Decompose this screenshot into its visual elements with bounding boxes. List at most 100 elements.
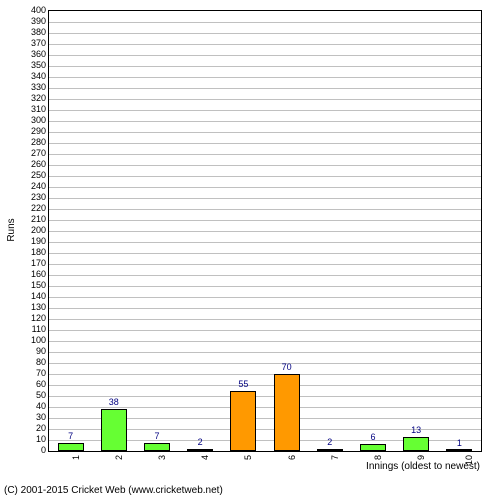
chart-container: 73872557026131 Runs Innings (oldest to n… xyxy=(0,0,500,500)
bar xyxy=(317,449,343,451)
gridline xyxy=(49,319,481,320)
gridline xyxy=(49,209,481,210)
bar xyxy=(360,444,386,451)
y-tick-label: 300 xyxy=(16,115,46,125)
gridline xyxy=(49,363,481,364)
bar-value-label: 1 xyxy=(457,438,462,448)
bar-value-label: 55 xyxy=(238,379,248,389)
gridline xyxy=(49,330,481,331)
gridline xyxy=(49,198,481,199)
y-tick-label: 180 xyxy=(16,247,46,257)
gridline xyxy=(49,143,481,144)
y-tick-label: 70 xyxy=(16,368,46,378)
y-tick-label: 320 xyxy=(16,93,46,103)
y-tick-label: 270 xyxy=(16,148,46,158)
bar xyxy=(101,409,127,451)
y-tick-label: 80 xyxy=(16,357,46,367)
x-axis-label: Innings (oldest to newest) xyxy=(366,461,480,472)
bar xyxy=(58,443,84,451)
bar-value-label: 2 xyxy=(198,437,203,447)
gridline xyxy=(49,352,481,353)
x-tick-label: 7 xyxy=(330,455,340,460)
x-tick-label: 8 xyxy=(373,455,383,460)
y-tick-label: 390 xyxy=(16,16,46,26)
y-tick-label: 60 xyxy=(16,379,46,389)
gridline xyxy=(49,286,481,287)
gridline xyxy=(49,33,481,34)
bar-value-label: 13 xyxy=(411,425,421,435)
y-tick-label: 290 xyxy=(16,126,46,136)
y-tick-label: 220 xyxy=(16,203,46,213)
x-tick-label: 1 xyxy=(71,455,81,460)
y-tick-label: 10 xyxy=(16,434,46,444)
bar-value-label: 6 xyxy=(370,432,375,442)
y-tick-label: 170 xyxy=(16,258,46,268)
gridline xyxy=(49,308,481,309)
y-tick-label: 20 xyxy=(16,423,46,433)
gridline xyxy=(49,297,481,298)
x-tick-label: 9 xyxy=(416,455,426,460)
x-tick-label: 4 xyxy=(200,455,210,460)
y-tick-label: 370 xyxy=(16,38,46,48)
gridline xyxy=(49,242,481,243)
gridline xyxy=(49,121,481,122)
gridline xyxy=(49,187,481,188)
gridline xyxy=(49,44,481,45)
y-tick-label: 50 xyxy=(16,390,46,400)
x-tick-label: 6 xyxy=(287,455,297,460)
copyright-text: (C) 2001-2015 Cricket Web (www.cricketwe… xyxy=(4,485,223,496)
gridline xyxy=(49,132,481,133)
y-tick-label: 40 xyxy=(16,401,46,411)
gridline xyxy=(49,176,481,177)
x-tick-label: 2 xyxy=(114,455,124,460)
gridline xyxy=(49,253,481,254)
y-tick-label: 360 xyxy=(16,49,46,59)
y-tick-label: 140 xyxy=(16,291,46,301)
gridline xyxy=(49,165,481,166)
y-tick-label: 340 xyxy=(16,71,46,81)
gridline xyxy=(49,341,481,342)
x-tick-label: 5 xyxy=(243,455,253,460)
y-tick-label: 350 xyxy=(16,60,46,70)
gridline xyxy=(49,385,481,386)
bar-value-label: 70 xyxy=(282,362,292,372)
gridline xyxy=(49,110,481,111)
x-tick-label: 10 xyxy=(464,455,474,465)
gridline xyxy=(49,231,481,232)
gridline xyxy=(49,220,481,221)
gridline xyxy=(49,99,481,100)
bar xyxy=(230,391,256,452)
y-tick-label: 150 xyxy=(16,280,46,290)
y-tick-label: 190 xyxy=(16,236,46,246)
bar xyxy=(403,437,429,451)
bar-value-label: 38 xyxy=(109,397,119,407)
y-tick-label: 230 xyxy=(16,192,46,202)
y-tick-label: 120 xyxy=(16,313,46,323)
y-tick-label: 280 xyxy=(16,137,46,147)
y-tick-label: 380 xyxy=(16,27,46,37)
gridline xyxy=(49,77,481,78)
bar-value-label: 2 xyxy=(327,437,332,447)
gridline xyxy=(49,55,481,56)
y-tick-label: 90 xyxy=(16,346,46,356)
y-tick-label: 250 xyxy=(16,170,46,180)
plot-area: 7 38 7 2 55 70 2 6 13 1 xyxy=(48,10,482,452)
y-tick-label: 330 xyxy=(16,82,46,92)
bar xyxy=(187,449,213,451)
y-tick-label: 240 xyxy=(16,181,46,191)
bar-value-label: 7 xyxy=(154,431,159,441)
y-tick-label: 0 xyxy=(16,445,46,455)
gridline xyxy=(49,154,481,155)
y-tick-label: 110 xyxy=(16,324,46,334)
gridline xyxy=(49,22,481,23)
gridline xyxy=(49,374,481,375)
gridline xyxy=(49,264,481,265)
bar xyxy=(144,443,170,451)
x-tick-label: 3 xyxy=(157,455,167,460)
y-tick-label: 210 xyxy=(16,214,46,224)
y-tick-label: 310 xyxy=(16,104,46,114)
gridline xyxy=(49,88,481,89)
bar-value-label: 7 xyxy=(68,431,73,441)
y-tick-label: 160 xyxy=(16,269,46,279)
bar xyxy=(446,449,472,451)
